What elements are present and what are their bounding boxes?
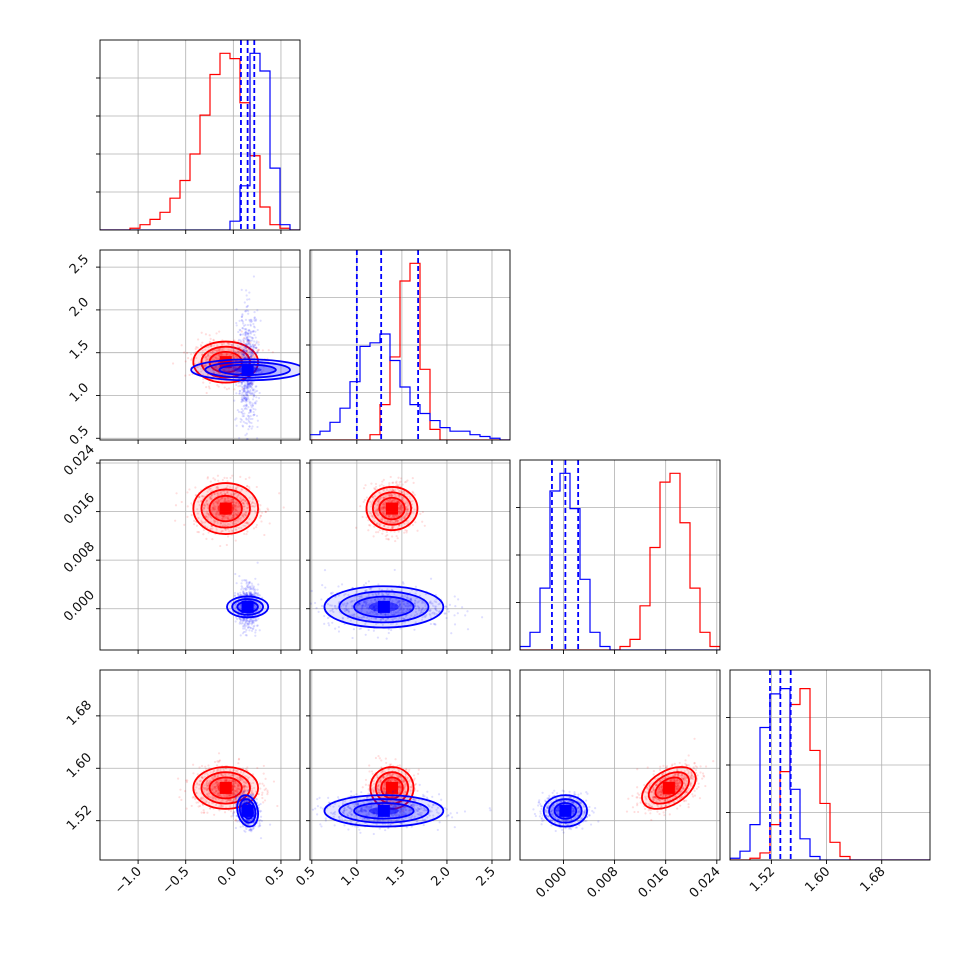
x-tick-label-3-2: 1.68 <box>857 864 888 895</box>
panel-frame <box>309 459 511 651</box>
histogram-series-0-param-2 <box>520 472 720 650</box>
scatter-panel-2-1 <box>306 459 511 654</box>
x-tick-label-1-1: 1.0 <box>338 864 363 889</box>
x-tick-label-2-3: 0.024 <box>687 864 724 901</box>
panel-frame <box>519 669 721 861</box>
histogram-series-1-param-3 <box>730 688 930 860</box>
scatter-panel-2-0: 0.000 0.008 0.016 0.024 <box>61 442 301 654</box>
histogram-series-1-param-0 <box>100 52 300 230</box>
x-tick-label-0-3: 0.5 <box>263 864 288 889</box>
x-tick-label-2-0: 0.000 <box>533 864 570 901</box>
scatter-panel-3-1: 0.5 1.0 1.5 2.0 2.5 <box>293 669 511 889</box>
y-tick-label-3-0: 1.52 <box>64 803 95 834</box>
x-tick-label-2-2: 0.016 <box>636 864 673 901</box>
y-tick-label-1-1: 1.0 <box>67 380 92 405</box>
histogram-series-1-param-1 <box>310 333 510 440</box>
x-tick-label-0-0: −1.0 <box>112 864 145 897</box>
histogram-series-0-param-0 <box>100 52 300 230</box>
grid <box>730 670 930 860</box>
x-tick-label-0-2: 0.0 <box>215 864 240 889</box>
y-tick-label-3-2: 1.68 <box>64 698 95 729</box>
y-tick-label-2-2: 0.016 <box>61 491 98 528</box>
density-peak-series-0 <box>385 502 398 515</box>
hist-panel-3: 1.52 1.60 1.68 <box>726 669 931 895</box>
x-tick-label-1-3: 2.0 <box>429 864 454 889</box>
density-peak-series-0 <box>219 781 232 794</box>
density-peak-series-1 <box>241 600 254 613</box>
density-peak-series-0 <box>219 502 232 515</box>
density-peak-series-1 <box>559 804 572 817</box>
grid <box>310 670 510 860</box>
x-tick-label-1-4: 2.5 <box>474 864 499 889</box>
y-tick-label-1-3: 2.0 <box>67 295 92 320</box>
histogram-series-0-param-3 <box>730 688 930 860</box>
x-tick-label-0-1: −0.5 <box>160 864 193 897</box>
density-peak-series-1 <box>377 600 390 613</box>
density-peak-series-1 <box>241 363 254 376</box>
hist-panel-1 <box>306 249 511 444</box>
y-tick-label-2-3: 0.024 <box>61 442 98 479</box>
density-peak-series-1 <box>377 804 390 817</box>
panel-frame <box>99 39 301 231</box>
panel-frame <box>99 459 301 651</box>
panel-frame <box>99 249 301 441</box>
x-tick-label-3-0: 1.52 <box>747 864 778 895</box>
x-tick-label-1-0: 0.5 <box>293 864 318 889</box>
grid <box>100 670 300 860</box>
y-tick-label-1-2: 1.5 <box>67 338 92 363</box>
density-peak-series-1 <box>241 804 254 817</box>
x-tick-label-1-2: 1.5 <box>383 864 408 889</box>
y-tick-label-2-0: 0.000 <box>61 588 98 625</box>
scatter-panel-1-0: 0.51.01.52.02.5 <box>67 249 301 448</box>
histogram-series-1-param-2 <box>520 472 720 650</box>
grid <box>520 460 720 650</box>
grid <box>520 670 720 860</box>
density-peak-series-0 <box>385 781 398 794</box>
x-tick-label-2-1: 0.008 <box>584 864 621 901</box>
hist-panel-2 <box>516 459 721 654</box>
scatter-panel-3-0: −1.0 −0.5 0.0 0.5 1.52 1.60 1.68 <box>64 669 301 897</box>
x-tick-label-3-1: 1.60 <box>802 864 833 895</box>
histogram-series-0-param-1 <box>310 262 510 440</box>
grid <box>100 460 300 650</box>
grid <box>310 460 510 650</box>
y-tick-label-3-1: 1.60 <box>64 750 95 781</box>
panel-frame <box>309 669 511 861</box>
panel-frame <box>99 669 301 861</box>
density-peak-series-0 <box>662 781 675 794</box>
y-tick-label-1-4: 2.5 <box>67 252 92 277</box>
y-tick-label-2-1: 0.008 <box>61 539 98 576</box>
grid <box>100 250 300 440</box>
scatter-panel-3-2: 0.000 0.008 0.016 0.024 <box>516 669 724 901</box>
hist-panel-0 <box>96 39 301 234</box>
